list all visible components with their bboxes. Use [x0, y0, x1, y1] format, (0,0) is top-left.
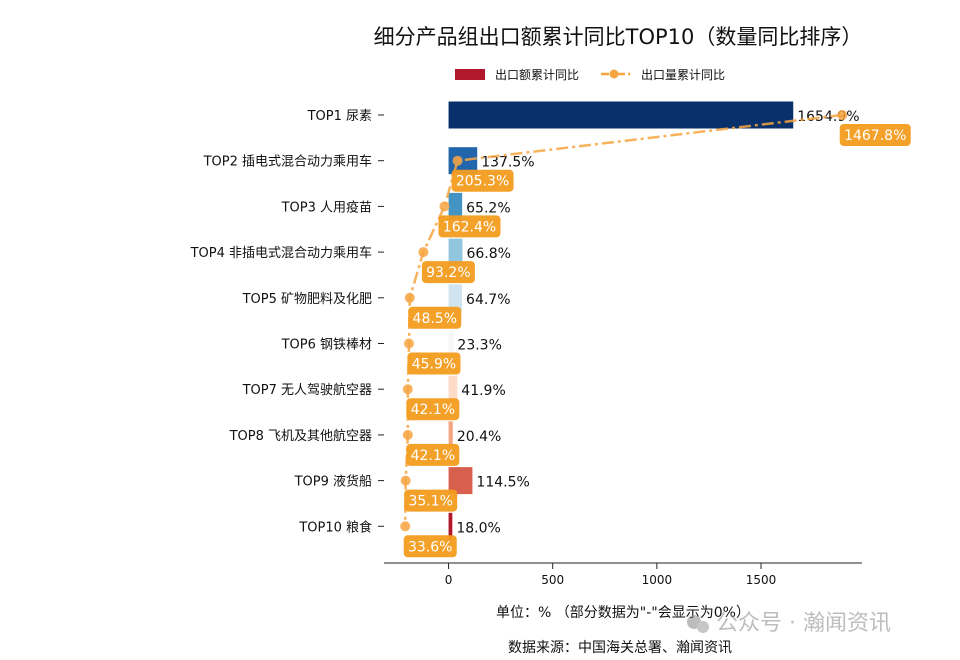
x-tick-label: 1000 [642, 573, 673, 587]
legend-line-marker [609, 69, 619, 79]
svg-text:公众号 · 瀚闻资讯: 公众号 · 瀚闻资讯 [716, 611, 891, 636]
y-tick-label: TOP8 飞机及其他航空器 [229, 428, 372, 444]
line-value-badge [404, 489, 458, 512]
bar [448, 238, 463, 266]
bar [448, 101, 794, 129]
watermark: 公众号 · 瀚闻资讯 [687, 611, 891, 636]
y-tick-label: TOP1 尿素 [307, 109, 372, 124]
bar-value-label: 1654.9% [797, 109, 859, 125]
bar [448, 467, 473, 495]
line-marker [418, 247, 429, 258]
line-value-label: 42.1% [411, 448, 455, 464]
y-tick-label: TOP3 人用疫苗 [281, 199, 372, 215]
bar-value-label: 64.7% [466, 292, 510, 308]
line-value-label: 45.9% [412, 357, 456, 373]
line-value-badge [407, 352, 461, 375]
bar [448, 192, 463, 220]
x-tick-label: 0 [445, 573, 453, 587]
legend-bar-swatch [455, 69, 485, 80]
line-marker [403, 338, 414, 349]
bar-value-label: 66.8% [466, 246, 510, 262]
y-tick-label: TOP7 无人驾驶航空器 [242, 382, 372, 398]
line-marker [402, 429, 413, 440]
bar [448, 330, 454, 357]
bar-value-label: 18.0% [456, 520, 500, 536]
line-value-label: 205.3% [456, 174, 509, 190]
line-value-badge [839, 124, 911, 146]
y-tick-label: TOP5 矿物肥料及化肥 [242, 292, 372, 307]
line-value-label: 93.2% [426, 265, 470, 281]
line-marker [400, 475, 411, 486]
legend: 出口额累计同比 出口量累计同比 [455, 68, 725, 82]
line-value-label: 42.1% [411, 402, 455, 418]
x-tick-label: 500 [541, 573, 564, 587]
legend-line-label: 出口量累计同比 [641, 68, 725, 82]
y-tick-label: TOP2 插电式混合动力乘用车 [203, 154, 372, 170]
bar [448, 421, 453, 449]
line-marker [400, 521, 411, 532]
line-value-badge [403, 535, 457, 558]
chart-title: 细分产品组出口额累计同比TOP10（数量同比排序） [374, 25, 863, 49]
bar [448, 375, 458, 403]
bar-value-label: 20.4% [457, 429, 501, 445]
line-value-badge [451, 169, 514, 192]
y-tick-label: TOP9 液货船 [294, 474, 372, 490]
line-marker [402, 384, 413, 395]
line-value-label: 33.6% [408, 539, 452, 555]
line-value-label: 1467.8% [844, 128, 906, 144]
line-marker [452, 155, 463, 166]
line-value-label: 162.4% [443, 219, 496, 235]
x-axis-label: 单位：% （部分数据为"-"会显示为0%） [496, 605, 750, 621]
bar [448, 512, 453, 540]
bar-value-label: 23.3% [457, 338, 501, 354]
y-tick-label: TOP6 钢铁棒材 [281, 338, 372, 353]
line-value-label: 35.1% [408, 494, 452, 510]
line-value-badge [408, 306, 462, 329]
line-value-badge [421, 261, 475, 284]
bar-value-label: 137.5% [481, 155, 534, 171]
y-tick-label: TOP4 非插电式混合动力乘用车 [190, 245, 372, 261]
line-value-label: 48.5% [413, 311, 457, 327]
source-note: 数据来源：中国海关总署、瀚闻资讯 [508, 640, 732, 656]
bar-value-label: 114.5% [476, 475, 529, 491]
x-tick-label: 1500 [746, 573, 777, 587]
line-marker [404, 292, 415, 303]
bar-value-label: 41.9% [461, 383, 505, 399]
line-marker [439, 201, 450, 212]
bar-value-label: 65.2% [466, 200, 510, 216]
legend-bar-label: 出口额累计同比 [495, 68, 579, 82]
line-marker [837, 110, 848, 120]
line-value-badge [406, 398, 460, 421]
y-tick-label: TOP10 粮食 [298, 519, 372, 535]
bar [448, 284, 463, 312]
line-value-badge [438, 215, 501, 238]
line-value-badge [406, 443, 460, 466]
